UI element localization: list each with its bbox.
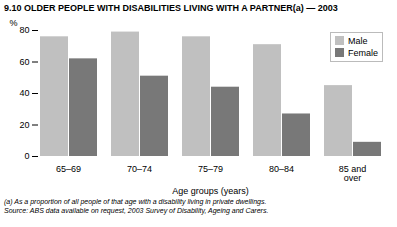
svg-text:65–69: 65–69 bbox=[56, 164, 81, 174]
svg-text:60: 60 bbox=[19, 57, 29, 67]
svg-text:85 andover: 85 andover bbox=[339, 164, 367, 183]
svg-text:Age groups (years): Age groups (years) bbox=[172, 186, 249, 196]
svg-text:80–84: 80–84 bbox=[269, 164, 294, 174]
html-text:(a) As a proportion of all peo: (a) As a proportion of all people of tha… bbox=[4, 198, 267, 205]
svg-text:75–79: 75–79 bbox=[198, 164, 223, 174]
svg-text:%: % bbox=[10, 18, 18, 28]
html-text:Male: Male bbox=[348, 36, 368, 46]
svg-text:80: 80 bbox=[19, 25, 29, 35]
svg-text:70–74: 70–74 bbox=[127, 164, 152, 174]
html-text:Female: Female bbox=[348, 48, 378, 58]
svg-text:20: 20 bbox=[19, 120, 29, 130]
html-text:9.10 OLDER PEOPLE WITH DISABIL: 9.10 OLDER PEOPLE WITH DISABILITIES LIVI… bbox=[4, 3, 338, 13]
html-text:Source: ABS data available on: Source: ABS data available on request, 2… bbox=[4, 207, 269, 214]
svg-text:0: 0 bbox=[24, 151, 29, 161]
svg-text:40: 40 bbox=[19, 88, 29, 98]
